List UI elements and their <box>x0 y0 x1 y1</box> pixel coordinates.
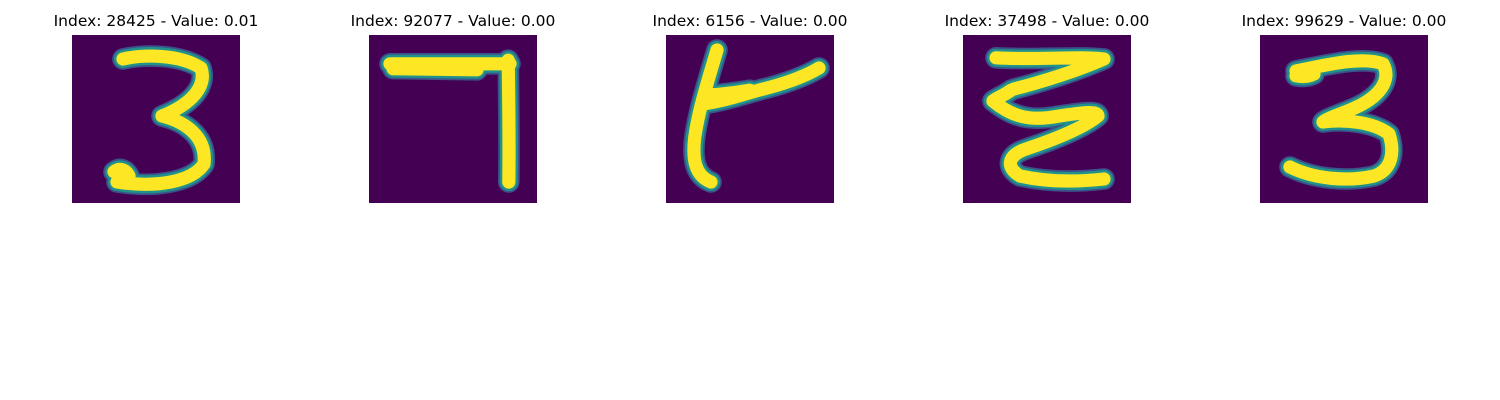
panel-title: Index: 92077 - Value: 0.00 <box>350 12 556 30</box>
image-panel: Index: 92077 - Value: 0.00 <box>323 0 583 210</box>
image-panel: Index: 28425 - Value: 0.01 <box>26 0 286 210</box>
digit-image <box>369 35 537 203</box>
digit-image <box>1260 35 1428 203</box>
panel-title: Index: 6156 - Value: 0.00 <box>652 12 848 30</box>
digit-image <box>666 35 834 203</box>
image-panel: Index: 6156 - Value: 0.00 <box>620 0 880 210</box>
digit-image <box>72 35 240 203</box>
digit-image <box>963 35 1131 203</box>
panel-title: Index: 28425 - Value: 0.01 <box>53 12 259 30</box>
image-panel: Index: 99629 - Value: 0.00 <box>1214 0 1474 210</box>
panel-title: Index: 99629 - Value: 0.00 <box>1241 12 1447 30</box>
image-panel: Index: 37498 - Value: 0.00 <box>917 0 1177 210</box>
panel-title: Index: 37498 - Value: 0.00 <box>944 12 1150 30</box>
